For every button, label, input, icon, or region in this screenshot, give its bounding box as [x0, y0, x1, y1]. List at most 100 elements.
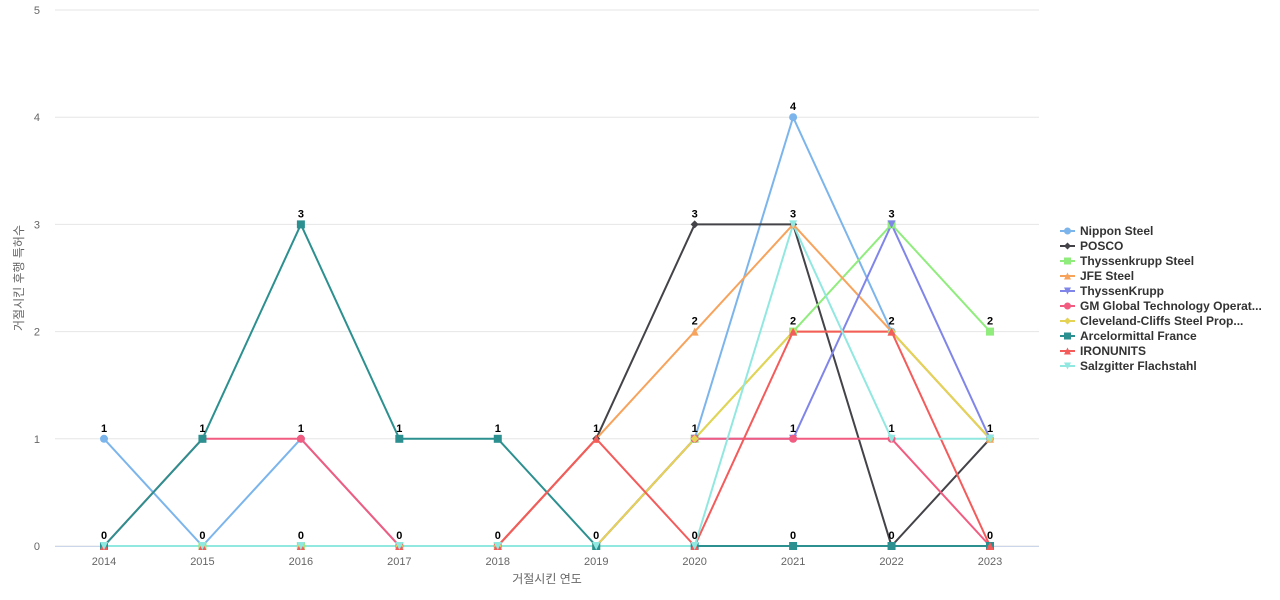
- data-point: [789, 542, 798, 550]
- data-label: 0: [888, 530, 894, 542]
- data-point: [690, 327, 699, 336]
- data-label: 3: [790, 208, 796, 220]
- data-label: 2: [987, 316, 993, 328]
- y-tick-label: 1: [34, 434, 40, 446]
- legend-item[interactable]: JFE Steel: [1060, 269, 1134, 283]
- data-point: [887, 220, 896, 229]
- data-point: [887, 542, 896, 550]
- data-point: [986, 434, 994, 443]
- data-label: 1: [790, 423, 796, 435]
- legend-item[interactable]: Arcelormittal France: [1060, 329, 1197, 343]
- data-label: 0: [396, 530, 402, 542]
- data-label: 2: [790, 316, 796, 328]
- data-point: [395, 434, 404, 443]
- series-line: [104, 223, 991, 547]
- data-point: [986, 542, 994, 550]
- legend-label: ThyssenKrupp: [1080, 284, 1164, 298]
- x-tick-label: 2015: [190, 556, 214, 568]
- legend-marker: [1064, 362, 1071, 370]
- data-point: [296, 220, 305, 229]
- legend-marker: [1064, 287, 1071, 295]
- legend-item[interactable]: ThyssenKrupp: [1060, 284, 1164, 298]
- data-point: [789, 113, 798, 122]
- data-point: [198, 542, 207, 550]
- data-label: 0: [692, 530, 698, 542]
- series-line: [104, 223, 991, 547]
- data-labels: 1 0 1 0 3 1 0 1 0 1 0 1 0 3 2 1 0 4 3 2 1 0 3 2 1 0 2 1 0: [101, 101, 993, 542]
- legend-marker: [1064, 347, 1071, 355]
- data-label: 3: [298, 208, 304, 220]
- data-label: 0: [101, 530, 107, 542]
- data-point: [887, 434, 896, 443]
- data-label: 0: [495, 530, 501, 542]
- y-tick-label: 3: [34, 219, 40, 231]
- x-tick-label: 2022: [879, 556, 903, 568]
- y-tick-label: 4: [34, 112, 40, 124]
- legend-marker: [1064, 332, 1071, 340]
- data-label: 1: [298, 423, 304, 435]
- gridlines: [55, 9, 1039, 547]
- legend-label: GM Global Technology Operat...: [1080, 299, 1262, 313]
- legend-label: Cleveland-Cliffs Steel Prop...: [1080, 314, 1243, 328]
- y-tick-label: 5: [34, 5, 40, 17]
- data-point: [493, 434, 502, 443]
- data-point: [493, 542, 502, 550]
- data-label: 2: [888, 316, 894, 328]
- y-axis-title: 거절시킨 후행 특허수: [11, 225, 26, 331]
- legend-label: Salzgitter Flachstahl: [1080, 359, 1197, 373]
- data-point: [100, 542, 108, 550]
- series-markers: [100, 113, 994, 550]
- x-tick-label: 2018: [486, 556, 510, 568]
- data-label: 0: [593, 530, 599, 542]
- legend-item[interactable]: GM Global Technology Operat...: [1060, 299, 1262, 313]
- x-tick-label: 2023: [978, 556, 1002, 568]
- data-label: 0: [199, 530, 205, 542]
- data-label: 0: [790, 530, 796, 542]
- legend-item[interactable]: Nippon Steel: [1060, 224, 1153, 238]
- series-lines: [103, 116, 991, 547]
- legend-marker: [1064, 272, 1071, 280]
- data-point: [887, 327, 896, 336]
- legend-item[interactable]: Salzgitter Flachstahl: [1060, 359, 1197, 373]
- data-label: 1: [987, 423, 993, 435]
- data-point: [986, 327, 994, 336]
- data-point: [100, 434, 108, 443]
- data-label: 0: [987, 530, 993, 542]
- data-point: [789, 327, 798, 336]
- y-tick-label: 2: [34, 327, 40, 339]
- x-tick-label: 2014: [92, 556, 116, 568]
- legend-label: Arcelormittal France: [1080, 329, 1197, 343]
- legend-item[interactable]: Cleveland-Cliffs Steel Prop...: [1060, 314, 1243, 328]
- series-line: [104, 223, 991, 547]
- x-tick-label: 2017: [387, 556, 411, 568]
- legend-marker: [1064, 257, 1071, 265]
- data-point: [690, 434, 699, 443]
- legend-label: Thyssenkrupp Steel: [1080, 254, 1194, 268]
- legend-item[interactable]: IRONUNITS: [1060, 344, 1146, 358]
- x-axis-title: 거절시킨 연도: [512, 572, 582, 586]
- x-tick-label: 2019: [584, 556, 608, 568]
- data-point: [296, 434, 305, 443]
- data-point: [296, 542, 305, 550]
- legend-item[interactable]: POSCO: [1060, 239, 1123, 253]
- legend-marker: [1064, 242, 1071, 250]
- data-label: 1: [396, 423, 402, 435]
- data-point: [690, 542, 699, 550]
- legend-item[interactable]: Thyssenkrupp Steel: [1060, 254, 1194, 268]
- data-label: 1: [199, 423, 205, 435]
- data-label: 3: [692, 208, 698, 220]
- data-point: [592, 542, 601, 550]
- data-label: 1: [692, 423, 698, 435]
- x-tick-label: 2020: [682, 556, 706, 568]
- legend-marker: [1064, 302, 1071, 310]
- series-line: [104, 223, 991, 547]
- data-point: [592, 434, 601, 443]
- data-point: [690, 220, 699, 229]
- series-line: [103, 223, 990, 547]
- data-point: [198, 434, 207, 443]
- legend-marker: [1064, 317, 1071, 325]
- data-label: 0: [298, 530, 304, 542]
